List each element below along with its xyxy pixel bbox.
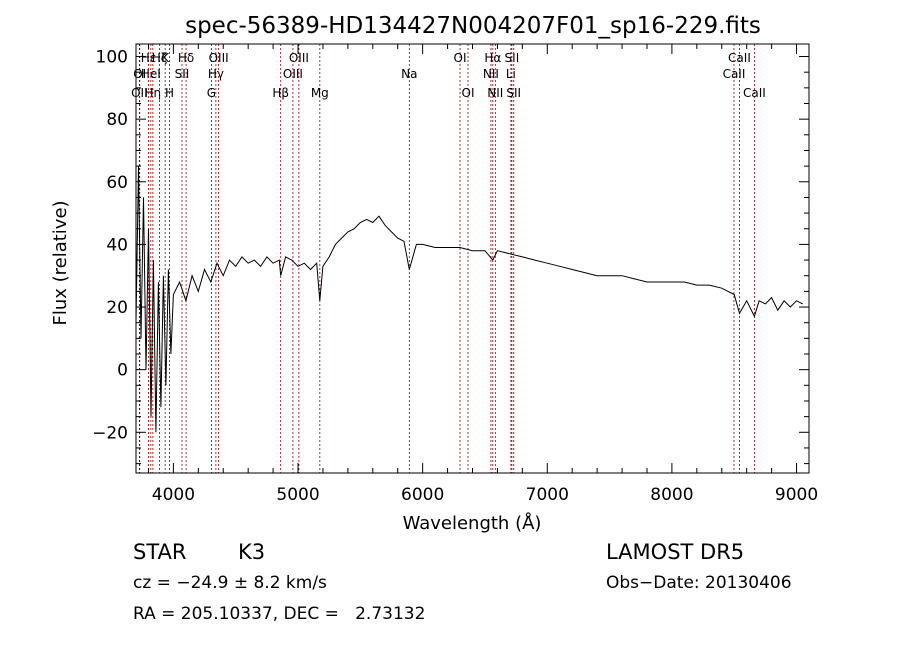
line-marker-label: SII bbox=[175, 67, 190, 81]
axes: 4000 5000 6000 7000 8000 9000 −20 0 20 40 60 80 100 bbox=[92, 44, 818, 505]
chart-title: spec-56389-HD134427N004207F01_sp16-229.f… bbox=[185, 13, 761, 39]
line-marker-label: Na bbox=[401, 67, 417, 81]
line-marker-label: Hβ bbox=[272, 86, 289, 100]
line-marker-label: G bbox=[207, 86, 216, 100]
line-marker-label: K bbox=[161, 51, 170, 65]
x-tick-label: 6000 bbox=[401, 485, 444, 505]
spectrum-line bbox=[135, 166, 804, 433]
y-tick-label: 60 bbox=[106, 173, 128, 193]
coordinates: RA = 205.10337, DEC = 2.73132 bbox=[133, 604, 426, 624]
line-marker-label: Hδ bbox=[178, 51, 194, 65]
y-tick-label: 0 bbox=[117, 361, 128, 381]
line-marker-label: Hγ bbox=[208, 67, 224, 81]
x-axis-label: Wavelength (Å) bbox=[403, 512, 542, 534]
line-marker-label: Hε bbox=[141, 51, 157, 65]
y-tick-label: −20 bbox=[92, 423, 128, 443]
line-marker-label: OIII bbox=[283, 67, 303, 81]
line-marker-label: SII bbox=[505, 51, 520, 65]
y-tick-label: 100 bbox=[96, 48, 128, 68]
object-subclass: K3 bbox=[238, 540, 266, 564]
line-marker-label: OIII bbox=[209, 51, 229, 65]
object-class: STAR bbox=[133, 540, 187, 564]
y-axis-label: Flux (relative) bbox=[50, 200, 71, 325]
line-marker-label: NII bbox=[483, 67, 499, 81]
spectrum-series bbox=[135, 166, 804, 433]
line-marker-label: Mg bbox=[311, 86, 329, 100]
line-marker-label: NII bbox=[487, 86, 503, 100]
line-marker-label: SII bbox=[506, 86, 521, 100]
x-tick-label: 9000 bbox=[775, 485, 818, 505]
x-tick-label: 5000 bbox=[276, 485, 319, 505]
y-tick-label: 40 bbox=[106, 235, 128, 255]
line-marker-label: OI bbox=[454, 51, 467, 65]
line-marker-label: CaII bbox=[728, 51, 751, 65]
y-tick-label: 20 bbox=[106, 298, 128, 318]
plot-frame bbox=[135, 43, 810, 474]
x-tick-label: 8000 bbox=[650, 485, 693, 505]
line-marker-label: Hζ bbox=[152, 51, 168, 65]
line-marker-label: HeI bbox=[141, 67, 161, 81]
line-marker-label: H bbox=[165, 86, 174, 100]
observation-date: Obs−Date: 20130406 bbox=[606, 573, 792, 593]
line-marker-label: Li bbox=[506, 67, 516, 81]
redshift-velocity: cz = −24.9 ± 8.2 km/s bbox=[133, 573, 327, 593]
line-marker-label: Hα bbox=[484, 51, 501, 65]
line-marker-label: CaII bbox=[743, 86, 766, 100]
line-marker-label: CaII bbox=[723, 67, 746, 81]
line-marker-label: Hη bbox=[145, 86, 162, 100]
line-marker-label: OI bbox=[462, 86, 475, 100]
x-tick-label: 4000 bbox=[152, 485, 195, 505]
line-marker-label: OIII bbox=[289, 51, 309, 65]
y-tick-label: 80 bbox=[106, 110, 128, 130]
x-tick-label: 7000 bbox=[526, 485, 569, 505]
survey-name: LAMOST DR5 bbox=[606, 540, 745, 564]
